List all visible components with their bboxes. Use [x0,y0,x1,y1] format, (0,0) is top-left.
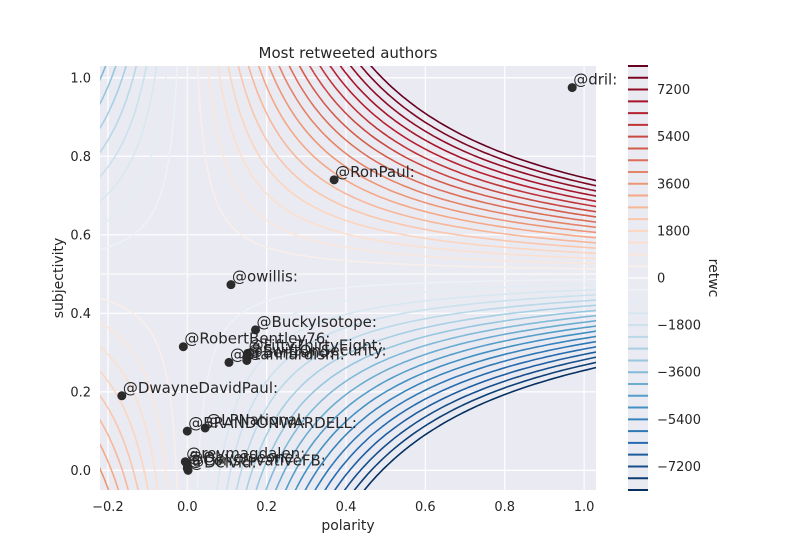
chart-title: Most retweeted authors [259,44,438,62]
colorbar-tick-label: −3600 [657,366,701,381]
colorbar-tick-label: 0 [657,272,665,287]
contour-line [100,66,596,490]
point-label: @FiftyThirtyEight: [249,336,383,354]
contour-line [294,330,596,490]
colorbar-tick-label: −1800 [657,319,701,334]
contour-line [100,66,596,490]
contour-line [288,66,596,223]
y-tick-label: 0.4 [70,307,91,322]
contour-line [349,66,596,192]
contour-line [284,325,596,490]
contour-line [100,66,596,490]
x-tick-label: 0.0 [177,500,198,515]
point-label: @Bertrand: [248,343,334,361]
contour-line [343,356,596,490]
y-tick-label: 0.0 [70,464,91,479]
data-point [567,83,577,93]
contour-line [274,320,596,490]
data-point [183,465,193,475]
colorbar-tick-label: 3600 [657,177,690,192]
contour-line [100,66,596,490]
contour-lines [100,66,596,490]
contour-line [100,66,596,490]
point-labels: @dril: @RonPaul: @owillis: @BuckyIsotope:@R… [123,71,617,472]
contour-line [100,66,596,490]
colorbar: 7200 5400 3600 1800 0 −1800 −3600 −5400 −7200 [628,65,701,491]
x-tick-label: 0.6 [415,500,436,515]
colorbar-tick-label: 7200 [657,83,690,98]
contour-line [100,66,596,490]
point-label: @SwiftOnSecurity: [248,341,387,359]
contour-line [369,66,596,182]
x-tick-label: 1.0 [574,500,595,515]
y-axis-label: subjectivity [51,238,67,319]
contour-line [100,66,596,490]
point-label: @owillis: [232,268,298,286]
data-point [251,325,261,335]
y-tick-label: 0.6 [70,228,91,243]
data-point [242,355,252,365]
data-point [224,357,234,367]
contour-line [308,66,596,213]
contour-line [324,346,596,490]
y-axis-ticks: 0.0 0.2 0.4 0.6 0.8 1.0 [70,71,91,479]
contour-line [100,66,596,490]
contour-line [359,66,596,187]
point-label: @Stannardism: [230,345,345,363]
data-point [226,280,236,290]
data-point [182,426,192,436]
x-tick-label: −0.2 [92,500,124,515]
point-label: @Obverseone: [188,448,299,466]
x-tick-label: 0.8 [494,500,515,515]
contour-line [100,66,596,490]
contour-line [298,66,596,218]
point-label: @LPNational: [206,411,306,429]
contour-line [319,66,596,208]
x-axis-label: polarity [321,518,374,534]
colorbar-label: retwc [705,259,721,298]
contour-line [100,66,596,490]
contour-line [100,66,596,490]
colorbar-tick-label: −5400 [657,413,701,428]
data-point [200,423,210,433]
contour-line [100,66,596,490]
point-label: @DwayneDavidPaul: [123,379,278,397]
contour-line [100,66,596,490]
contour-line [329,66,596,203]
contour-line [304,335,596,490]
contour-line [333,351,596,490]
x-tick-label: 0.4 [336,500,357,515]
colorbar-tick-label: −7200 [657,460,701,475]
x-tick-label: 0.2 [256,500,277,515]
point-label: @dril: [573,71,617,89]
data-point [329,175,339,185]
contour-line [314,340,596,490]
scatter-points [117,83,577,475]
contour-line [100,66,596,490]
contour-line [100,66,596,490]
point-label: @Deivid: [189,453,257,471]
data-point [117,391,127,401]
point-label: @RobertBentley76: [184,330,330,348]
y-tick-label: 1.0 [70,71,91,86]
contour-line [363,366,596,490]
point-label: @BuckyIsotope: [257,313,377,331]
point-label: @RonPaul: [335,163,415,181]
colorbar-tick-label: 1800 [657,224,690,239]
point-label: @ConservativeFB: [188,451,326,469]
colorbar-tick-label: 5400 [657,130,690,145]
x-axis-ticks: −0.2 0.0 0.2 0.4 0.6 0.8 1.0 [92,500,594,515]
contour-line [353,361,596,490]
contour-line [278,66,596,229]
point-label: @reymagdalen: [186,445,305,463]
y-tick-label: 0.2 [70,385,91,400]
contour-line [339,66,596,197]
y-tick-label: 0.8 [70,150,91,165]
point-label: @BRANDONWARDELL: [188,414,357,432]
contour-line [100,66,596,490]
data-point [178,342,188,352]
